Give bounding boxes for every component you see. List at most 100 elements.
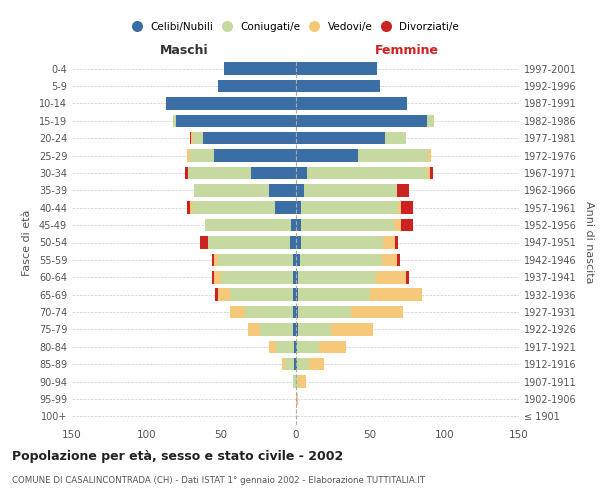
Y-axis label: Anni di nascita: Anni di nascita <box>584 201 593 284</box>
Bar <box>296 358 297 370</box>
Bar <box>427 114 434 127</box>
Bar <box>309 358 324 370</box>
Bar <box>293 323 296 336</box>
Bar <box>350 306 403 318</box>
Text: COMUNE DI CASALINCONTRADA (CH) - Dati ISTAT 1° gennaio 2002 - Elaborazione TUTTI: COMUNE DI CASALINCONTRADA (CH) - Dati IS… <box>12 476 425 485</box>
Bar <box>214 150 296 162</box>
Bar <box>296 80 380 92</box>
Bar <box>218 254 293 266</box>
Bar <box>301 236 383 249</box>
Bar <box>297 340 319 353</box>
Bar <box>430 166 433 179</box>
Bar <box>296 202 301 214</box>
Bar <box>185 166 188 179</box>
Bar <box>298 306 350 318</box>
Bar <box>188 166 251 179</box>
Bar <box>193 132 203 144</box>
Text: Femmine: Femmine <box>375 44 439 58</box>
Bar <box>319 340 346 353</box>
Bar <box>190 202 193 214</box>
Bar <box>296 392 298 405</box>
Bar <box>428 150 431 162</box>
Bar <box>218 80 296 92</box>
Bar <box>285 358 294 370</box>
Bar <box>385 132 406 144</box>
Bar <box>370 288 422 301</box>
Bar <box>293 254 296 266</box>
Bar <box>358 150 428 162</box>
Bar <box>230 306 245 318</box>
Bar <box>200 236 208 249</box>
Bar <box>301 219 394 232</box>
Bar <box>296 132 385 144</box>
Bar <box>427 166 430 179</box>
Bar <box>203 132 296 144</box>
Bar <box>294 358 296 370</box>
Bar <box>191 132 193 144</box>
Bar <box>296 323 298 336</box>
Bar <box>296 97 407 110</box>
Bar <box>214 254 218 266</box>
Bar <box>397 184 409 196</box>
Bar <box>382 254 397 266</box>
Bar <box>276 340 294 353</box>
Bar <box>296 306 298 318</box>
Bar <box>397 254 400 266</box>
Bar <box>298 323 331 336</box>
Bar <box>251 166 296 179</box>
Bar <box>296 236 301 249</box>
Bar <box>190 132 191 144</box>
Bar <box>398 202 401 214</box>
Bar <box>290 236 296 249</box>
Bar <box>394 219 401 232</box>
Bar <box>296 166 307 179</box>
Bar <box>193 202 275 214</box>
Bar <box>224 62 296 75</box>
Bar <box>406 271 409 283</box>
Bar <box>205 219 291 232</box>
Bar <box>187 150 190 162</box>
Bar <box>296 288 298 301</box>
Bar <box>331 323 373 336</box>
Bar <box>245 306 293 318</box>
Bar <box>395 236 398 249</box>
Bar <box>301 202 398 214</box>
Bar <box>296 114 427 127</box>
Bar <box>275 202 296 214</box>
Bar <box>260 323 293 336</box>
Bar <box>269 184 296 196</box>
Bar <box>296 219 301 232</box>
Bar <box>296 254 300 266</box>
Bar <box>298 376 306 388</box>
Bar <box>293 271 296 283</box>
Bar <box>291 219 296 232</box>
Bar <box>304 184 397 196</box>
Bar <box>296 271 298 283</box>
Legend: Celibi/Nubili, Coniugati/e, Vedovi/e, Divorziati/e: Celibi/Nubili, Coniugati/e, Vedovi/e, Di… <box>128 18 463 36</box>
Bar <box>194 184 269 196</box>
Bar <box>190 150 214 162</box>
Bar <box>298 271 376 283</box>
Bar <box>212 271 214 283</box>
Bar <box>214 271 221 283</box>
Bar <box>296 150 358 162</box>
Bar <box>376 271 406 283</box>
Bar <box>187 202 190 214</box>
Bar <box>293 376 296 388</box>
Bar <box>307 166 427 179</box>
Bar <box>269 340 276 353</box>
Bar <box>218 288 230 301</box>
Bar <box>248 323 260 336</box>
Bar <box>173 114 176 127</box>
Bar <box>296 62 377 75</box>
Bar <box>296 184 304 196</box>
Bar <box>293 306 296 318</box>
Bar <box>297 358 309 370</box>
Bar <box>293 288 296 301</box>
Bar <box>296 340 297 353</box>
Bar <box>294 340 296 353</box>
Text: Maschi: Maschi <box>160 44 208 58</box>
Bar <box>208 236 290 249</box>
Bar <box>401 219 413 232</box>
Bar <box>230 288 293 301</box>
